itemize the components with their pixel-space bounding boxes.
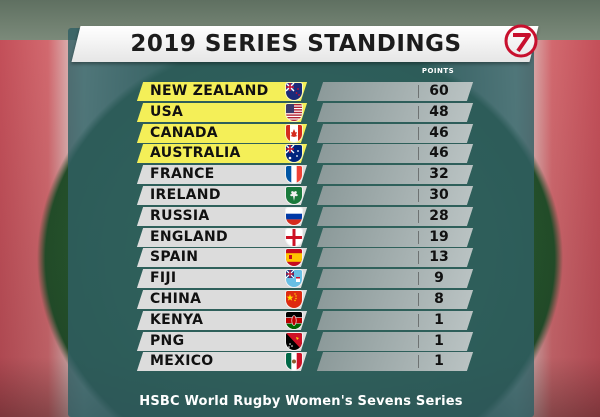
sevens-series-logo-icon [504, 24, 538, 58]
standings-row: RUSSIA 28 [0, 206, 600, 226]
standings-row: IRELAND 30 [0, 186, 600, 205]
points-divider [418, 147, 419, 161]
points-divider [418, 355, 419, 369]
points-divider [418, 168, 419, 182]
png-flag-icon [286, 332, 302, 350]
team-points: 13 [429, 249, 449, 266]
england-flag-icon [286, 228, 302, 246]
page-title: 2019 SERIES STANDINGS [130, 31, 462, 57]
team-name: FIJI [150, 270, 177, 287]
team-name: MEXICO [150, 353, 214, 370]
team-name: CHINA [150, 291, 202, 307]
team-points: 28 [429, 207, 449, 224]
team-name: USA [150, 103, 184, 120]
team-name: SPAIN [150, 249, 199, 266]
points-divider [418, 209, 419, 223]
team-name: ENGLAND [150, 228, 228, 245]
team-points: 1 [434, 353, 444, 370]
team-points: 1 [434, 332, 444, 349]
standings-row: FIJI 9 [0, 269, 600, 289]
usa-flag-icon [286, 103, 302, 121]
points-divider [418, 105, 419, 119]
team-points: 46 [429, 145, 449, 162]
team-name: PNG [150, 332, 185, 349]
points-divider [418, 230, 419, 244]
standings-row: CANADA 46 [0, 123, 600, 143]
standings-row: KENYA 1 [0, 310, 600, 330]
team-name: RUSSIA [150, 207, 210, 224]
standings-row: USA 48 [0, 102, 600, 122]
standings-row: NEW ZEALAND 60 [0, 82, 600, 101]
standings-row: FRANCE 32 [0, 165, 600, 185]
team-points: 32 [429, 166, 449, 183]
standings-row: PNG 1 [0, 331, 600, 351]
standings-row: AUSTRALIA 46 [0, 144, 600, 164]
team-points: 8 [434, 291, 444, 307]
team-points: 19 [429, 228, 449, 245]
spain-flag-icon [286, 249, 302, 267]
points-divider [418, 334, 419, 348]
kenya-flag-icon [286, 311, 302, 329]
team-points: 60 [429, 83, 449, 99]
standings-row: MEXICO 1 [0, 352, 600, 372]
standings-row: CHINA 8 [0, 290, 600, 309]
series-footer: HSBC World Rugby Women's Sevens Series [139, 394, 463, 409]
points-divider [418, 189, 419, 202]
ireland-flag-icon [286, 187, 302, 204]
standings-row: SPAIN 13 [0, 248, 600, 268]
team-name: IRELAND [150, 187, 221, 203]
points-column-header: POINTS [421, 67, 455, 75]
team-name: NEW ZEALAND [150, 83, 269, 99]
team-points: 30 [429, 187, 449, 203]
standings-row: ENGLAND 19 [0, 227, 600, 247]
team-name: KENYA [150, 311, 204, 328]
team-points: 48 [429, 103, 449, 120]
points-divider [418, 251, 419, 265]
australia-flag-icon [286, 145, 302, 163]
china-flag-icon [286, 291, 302, 308]
team-name: CANADA [150, 124, 218, 141]
mexico-flag-icon [286, 353, 302, 371]
team-name: FRANCE [150, 166, 215, 183]
new-zealand-flag-icon [286, 83, 302, 100]
france-flag-icon [286, 166, 302, 184]
points-divider [418, 272, 419, 286]
team-points: 46 [429, 124, 449, 141]
canada-flag-icon [286, 124, 302, 142]
points-divider [418, 85, 419, 98]
team-name: AUSTRALIA [150, 145, 241, 162]
points-divider [418, 126, 419, 140]
points-divider [418, 313, 419, 327]
team-points: 9 [434, 270, 444, 287]
fiji-flag-icon [286, 270, 302, 288]
points-divider [418, 293, 419, 306]
russia-flag-icon [286, 207, 302, 225]
team-points: 1 [434, 311, 444, 328]
